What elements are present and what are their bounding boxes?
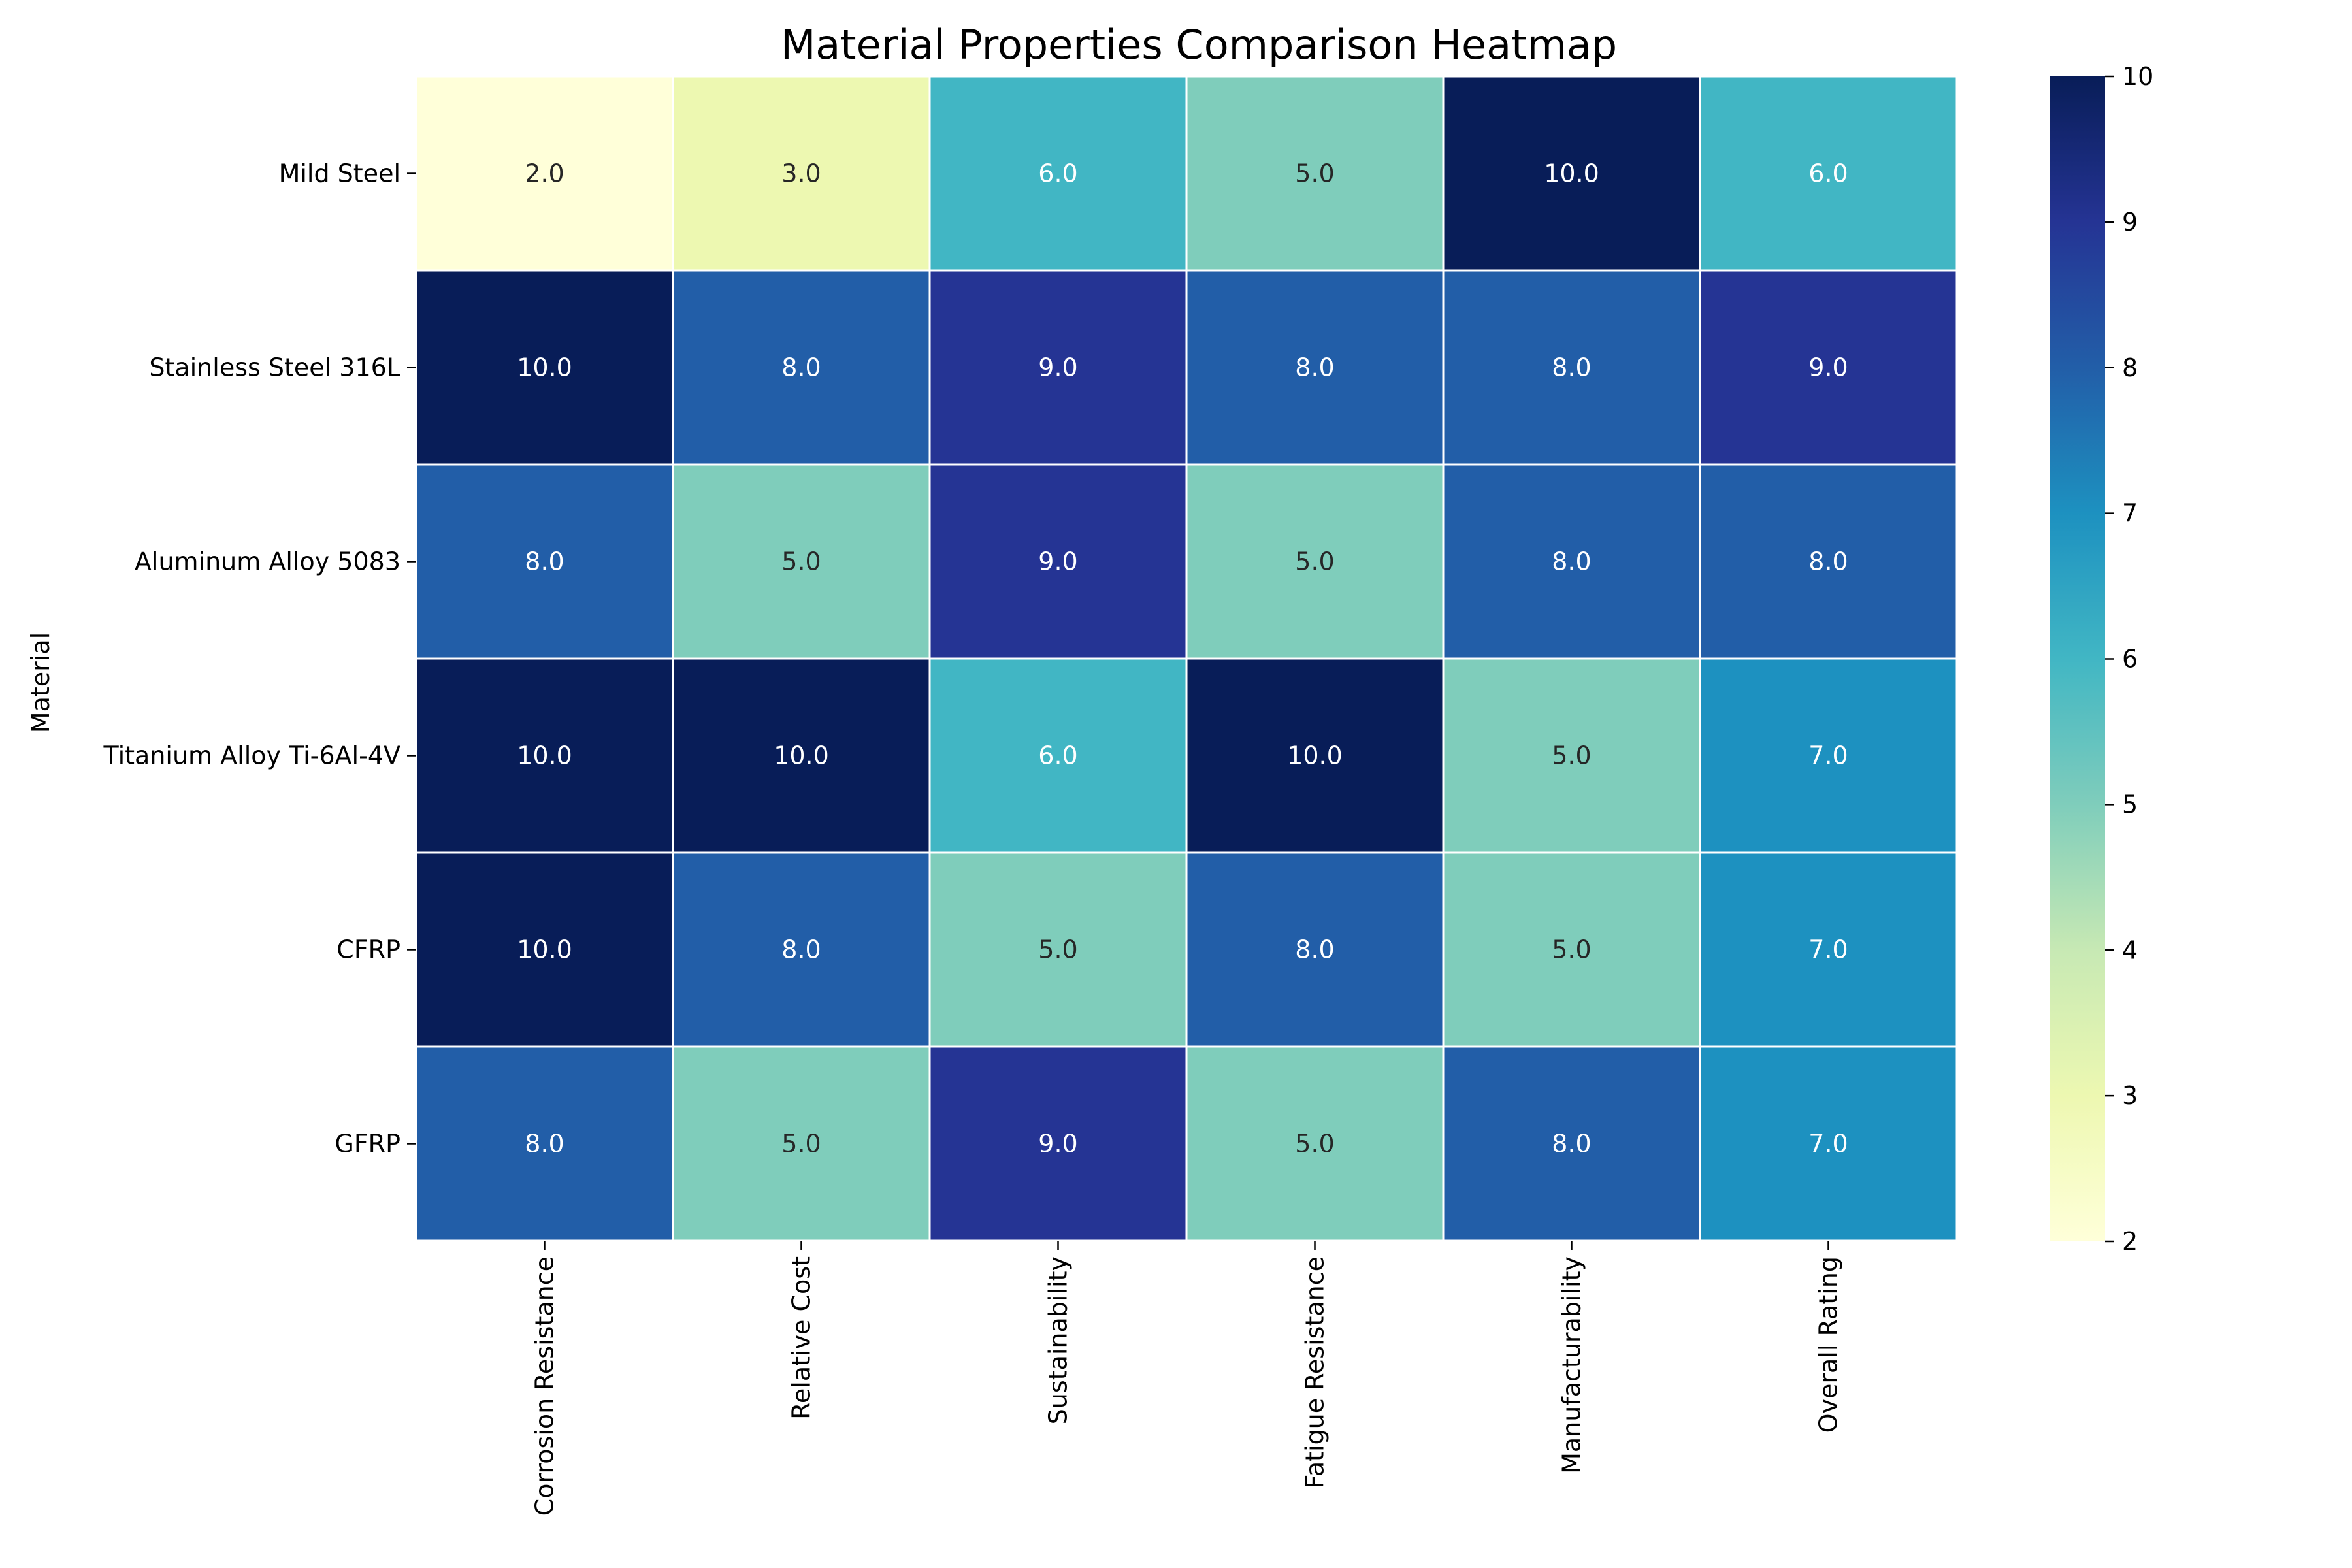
x-tick-label: Overall Rating — [1814, 1256, 1843, 1433]
heatmap-cell — [415, 657, 674, 854]
cell-value-label: 10.0 — [1544, 159, 1599, 188]
heatmap-cell — [1699, 1045, 1958, 1242]
cell-value-label: 7.0 — [1808, 1130, 1848, 1158]
cell-value-label: 10.0 — [1287, 742, 1343, 770]
cell-value-label: 7.0 — [1808, 936, 1848, 964]
heatmap-cell — [1185, 657, 1445, 854]
heatmap-cell — [1699, 657, 1958, 854]
y-tick-label: Titanium Alloy Ti-6Al-4V — [103, 742, 400, 770]
heatmap-cell — [928, 657, 1188, 854]
heatmap-cell — [928, 463, 1188, 660]
heatmap-cell — [1185, 75, 1445, 272]
cell-value-label: 2.0 — [525, 159, 564, 188]
cell-value-label: 8.0 — [781, 353, 821, 382]
cell-value-label: 10.0 — [517, 742, 572, 770]
cell-value-label: 8.0 — [525, 547, 564, 576]
x-tick-label: Corrosion Resistance — [531, 1256, 559, 1516]
x-tick-label: Manufacturability — [1558, 1256, 1586, 1474]
cell-value-label: 8.0 — [1808, 547, 1848, 576]
cell-value-label: 6.0 — [1038, 742, 1077, 770]
heatmap-cell — [415, 75, 674, 272]
x-tick-label: Sustainability — [1044, 1256, 1073, 1424]
cell-value-label: 10.0 — [774, 742, 829, 770]
colorbar-gradient — [2050, 76, 2105, 1241]
cell-value-label: 10.0 — [517, 353, 572, 382]
heatmap-cell — [1699, 463, 1958, 660]
x-tick-label: Relative Cost — [787, 1256, 816, 1420]
y-tick-label: Stainless Steel 316L — [149, 353, 400, 382]
cell-value-label: 6.0 — [1808, 159, 1848, 188]
colorbar-tick-label: 10 — [2122, 62, 2153, 91]
cell-value-label: 7.0 — [1808, 742, 1848, 770]
cell-value-label: 5.0 — [781, 547, 821, 576]
heatmap-cell — [1442, 657, 1701, 854]
cell-value-label: 8.0 — [1295, 353, 1334, 382]
cell-value-label: 5.0 — [1295, 1130, 1334, 1158]
x-tick-label: Fatigue Resistance — [1301, 1256, 1330, 1489]
y-axis: Mild Steel Stainless Steel 316L Aluminum A… — [103, 159, 416, 1158]
colorbar-tick-label: 9 — [2122, 208, 2138, 237]
y-tick-label: CFRP — [336, 936, 400, 964]
heatmap-cell — [672, 269, 931, 466]
cell-value-label: 9.0 — [1038, 353, 1077, 382]
colorbar-tick-label: 8 — [2122, 353, 2138, 382]
cell-value-label: 5.0 — [1295, 159, 1334, 188]
cell-value-label: 8.0 — [1552, 353, 1591, 382]
heatmap-cell — [415, 1045, 674, 1242]
heatmap-cell — [1185, 269, 1445, 466]
heatmap-cell — [1185, 463, 1445, 660]
colorbar-tick-label: 4 — [2122, 936, 2138, 964]
heatmap-cell — [1442, 851, 1701, 1048]
heatmap-cell — [415, 851, 674, 1048]
cell-value-label: 5.0 — [1552, 936, 1591, 964]
y-axis-label: Material — [26, 632, 55, 733]
colorbar-tick-label: 5 — [2122, 790, 2138, 819]
cell-value-label: 5.0 — [1295, 547, 1334, 576]
colorbar-tick-label: 2 — [2122, 1227, 2138, 1256]
cell-value-label: 8.0 — [781, 936, 821, 964]
heatmap-cell — [1442, 1045, 1701, 1242]
cell-value-label: 8.0 — [525, 1130, 564, 1158]
y-tick-label: GFRP — [335, 1130, 400, 1158]
heatmap-cells — [415, 75, 1958, 1242]
cell-value-label: 5.0 — [1552, 742, 1591, 770]
colorbar-tick-label: 3 — [2122, 1081, 2138, 1110]
heatmap-cell — [1699, 851, 1958, 1048]
cell-value-label: 9.0 — [1038, 1130, 1077, 1158]
y-tick-label: Mild Steel — [279, 159, 400, 188]
colorbar-tick-label: 7 — [2122, 499, 2138, 528]
cell-value-label: 8.0 — [1552, 547, 1591, 576]
cell-value-label: 3.0 — [781, 159, 821, 188]
heatmap-cell — [928, 851, 1188, 1048]
heatmap-cell — [1699, 269, 1958, 466]
y-tick-label: Aluminum Alloy 5083 — [135, 547, 400, 576]
heatmap-cell — [1442, 75, 1701, 272]
heatmap-cell — [1442, 463, 1701, 660]
heatmap-cell — [415, 463, 674, 660]
cell-value-label: 9.0 — [1808, 353, 1848, 382]
cell-value-label: 9.0 — [1038, 547, 1077, 576]
cell-value-label: 5.0 — [1038, 936, 1077, 964]
cell-value-label: 8.0 — [1552, 1130, 1591, 1158]
heatmap-cell — [672, 657, 931, 854]
colorbar-tick-label: 6 — [2122, 645, 2138, 674]
cell-value-label: 8.0 — [1295, 936, 1334, 964]
cell-value-label: 5.0 — [781, 1130, 821, 1158]
heatmap-cell — [672, 463, 931, 660]
heatmap-cell — [672, 75, 931, 272]
heatmap-annotations: 2.0 3.0 6.0 5.0 10.0 6.0 10.0 8.0 9.0 8.0 8.0 9.0 8.… — [517, 159, 1848, 1158]
chart-title: Material Properties Comparison Heatmap — [781, 21, 1617, 69]
heatmap-cell — [928, 75, 1188, 272]
colorbar: 2 3 4 5 6 7 8 9 10 — [2050, 62, 2153, 1256]
cell-value-label: 10.0 — [517, 936, 572, 964]
heatmap-cell — [1185, 851, 1445, 1048]
x-axis: Corrosion Resistance Relative Cost Sustain… — [531, 1241, 1843, 1516]
heatmap-cell — [1699, 75, 1958, 272]
cell-value-label: 6.0 — [1038, 159, 1077, 188]
